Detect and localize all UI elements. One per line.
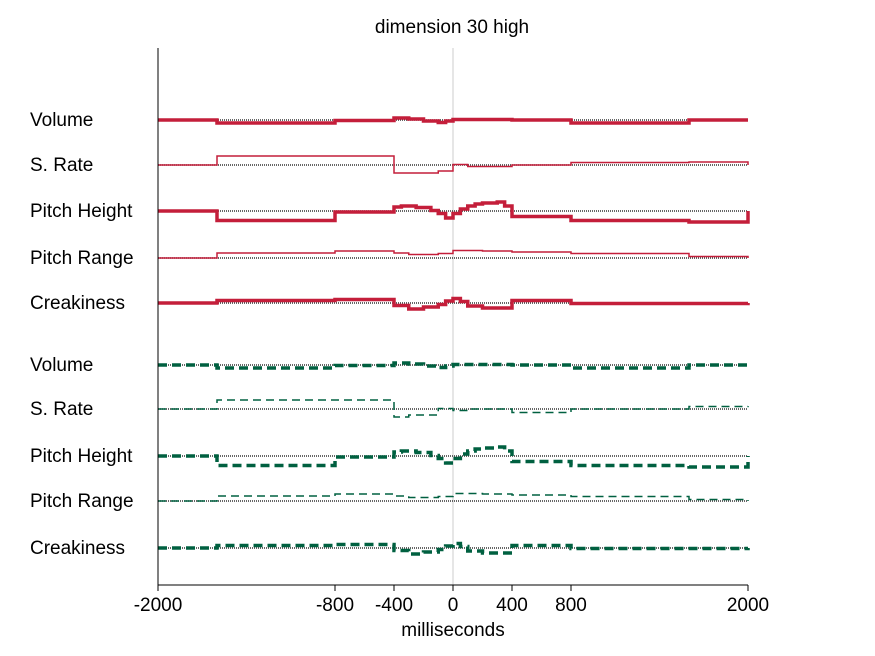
x-tick-label: -800 <box>316 595 354 616</box>
series-line-pitch-height-red <box>158 200 750 224</box>
series-line-pitch-range-red <box>158 249 749 259</box>
series-label: Volume <box>30 110 93 131</box>
series-label: Creakiness <box>30 538 125 559</box>
series-label: S. Rate <box>30 155 93 176</box>
series-label: Creakiness <box>30 293 125 314</box>
series-label: Pitch Range <box>30 491 134 512</box>
x-tick-label: 800 <box>555 595 587 616</box>
series-line-pitch-height-green <box>158 445 750 469</box>
series-line-creakiness-red <box>158 296 750 311</box>
series-labels: Volume S. Rate Pitch Height Pitch Range Crea… <box>30 110 134 559</box>
x-tick-label: -2000 <box>134 595 183 616</box>
plot-area <box>158 48 750 585</box>
chart-title: dimension 30 high <box>375 17 529 38</box>
x-ticks: -2000 -800 -400 0 400 800 2000 <box>134 585 769 616</box>
series-line-volume-red <box>158 116 748 125</box>
series-line-s-rate-red <box>158 155 749 174</box>
series-line-volume-green <box>158 361 748 370</box>
series-line-s-rate-green <box>158 399 749 418</box>
series-line-pitch-range-green <box>158 492 749 502</box>
series-label: Pitch Height <box>30 446 133 467</box>
series-line-creakiness-green <box>158 541 750 556</box>
series-label: Volume <box>30 355 93 376</box>
x-tick-label: 2000 <box>727 595 769 616</box>
x-axis-label: milliseconds <box>401 620 504 641</box>
x-tick-label: 400 <box>496 595 528 616</box>
series-label: Pitch Range <box>30 248 134 269</box>
x-tick-label: -400 <box>375 595 413 616</box>
series-label: S. Rate <box>30 399 93 420</box>
x-tick-label: 0 <box>448 595 459 616</box>
series-label: Pitch Height <box>30 201 133 222</box>
